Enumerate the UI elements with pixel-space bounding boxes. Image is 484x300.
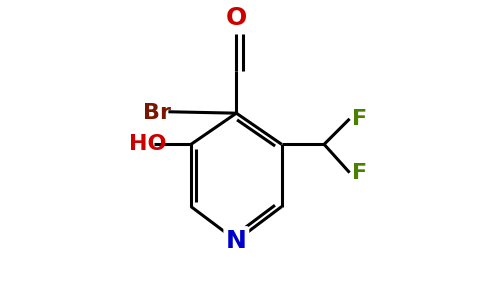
Text: O: O [226,6,247,30]
Text: F: F [352,109,367,129]
Text: F: F [352,163,367,183]
Text: HO: HO [129,134,166,154]
Text: N: N [226,229,247,253]
Text: Br: Br [143,103,171,123]
